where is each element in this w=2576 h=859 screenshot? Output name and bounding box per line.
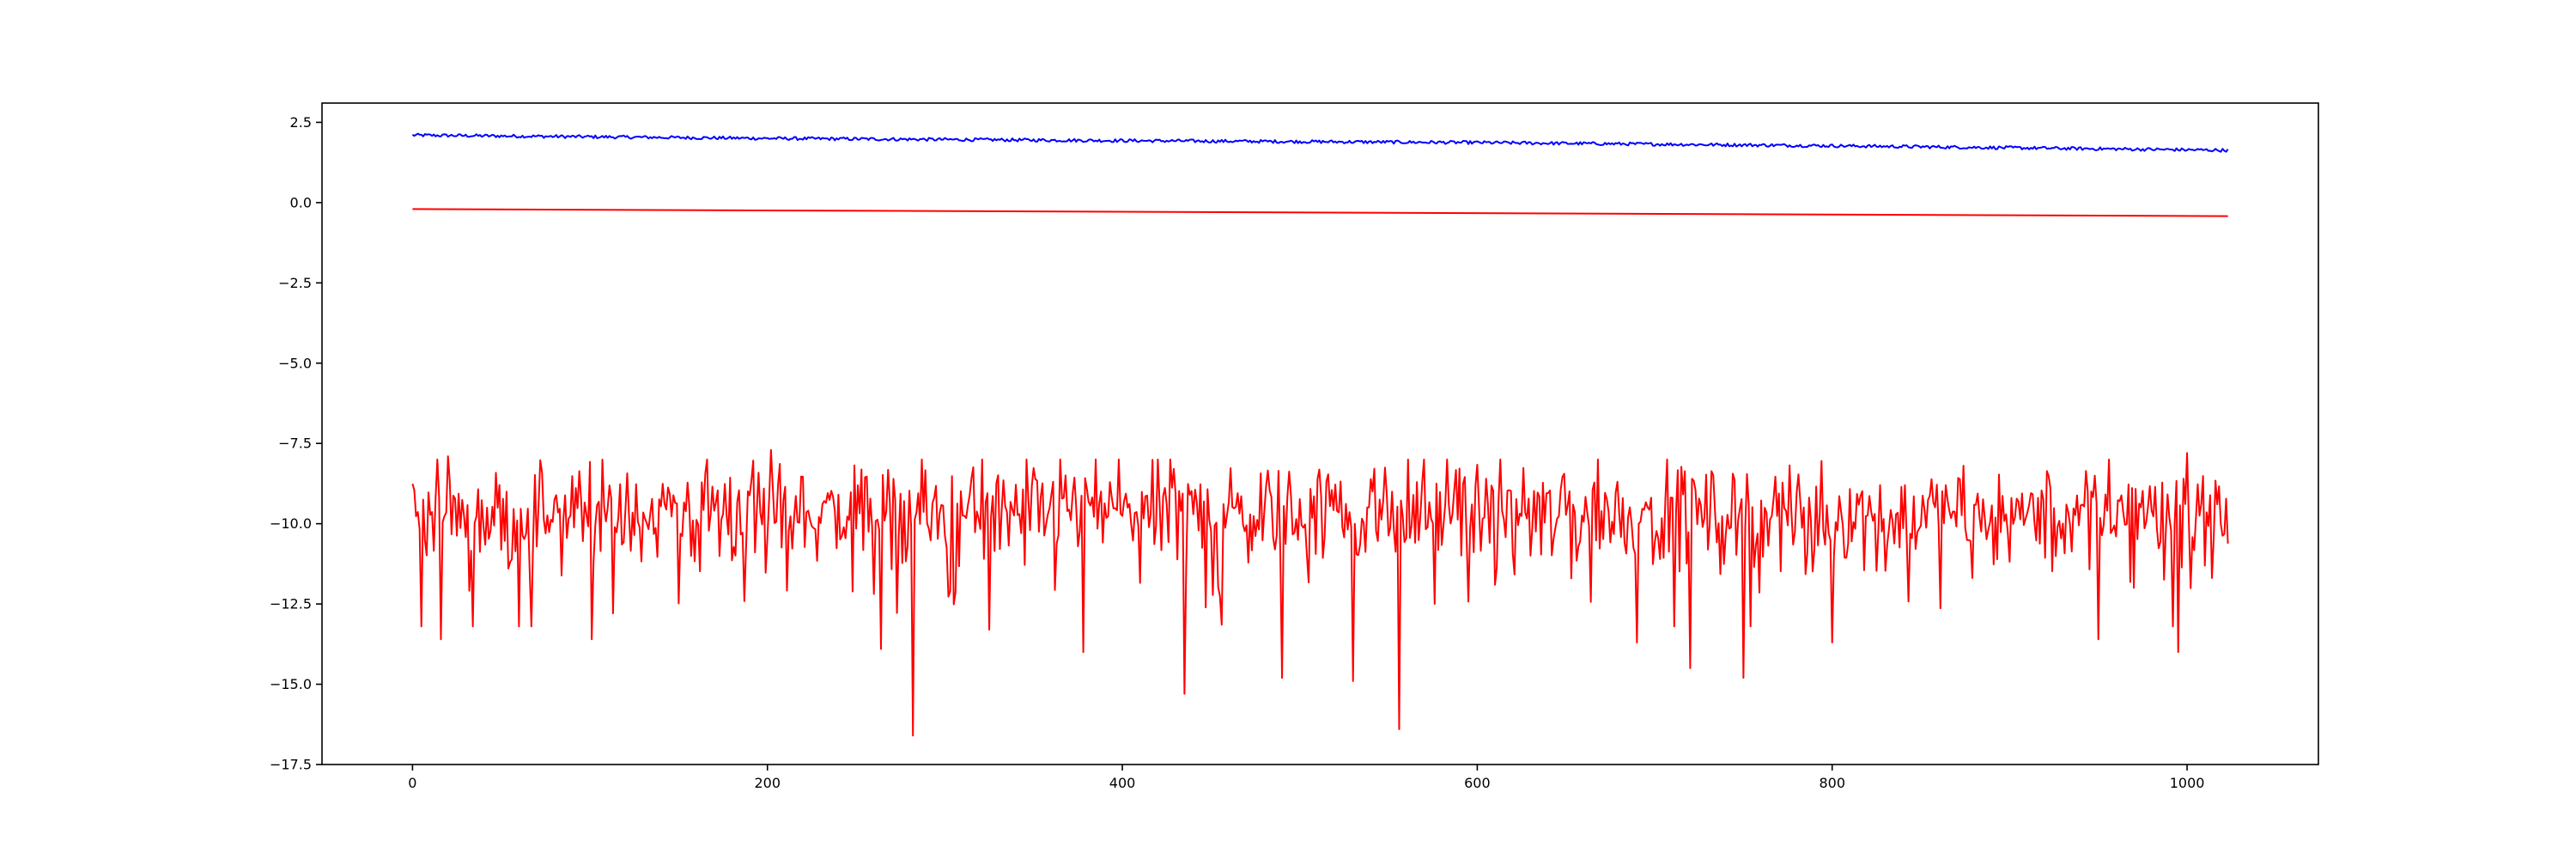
y-tick-label: 2.5	[290, 114, 312, 131]
y-tick-label: −10.0	[270, 515, 312, 532]
series-line-3	[411, 448, 2229, 737]
series-line-2	[412, 208, 2228, 217]
y-tick-label: −2.5	[278, 275, 312, 291]
x-tick-label: 800	[1819, 775, 1845, 791]
y-axis: 2.5 0.0 −2.5 −5.0 −7.5 −10.0 −12.5 −15.0 −17.5	[270, 114, 322, 773]
plot-frame	[321, 102, 2319, 765]
x-tick-label: 1000	[2170, 775, 2205, 791]
series-layer	[411, 132, 2229, 737]
y-tick-label: −17.5	[270, 757, 312, 773]
y-tick-label: −12.5	[270, 596, 312, 612]
y-tick-label: −5.0	[278, 355, 312, 371]
x-axis: 0 200 400 600 800 1000	[408, 765, 2204, 791]
series-line-1	[411, 132, 2229, 153]
y-tick-label: 0.0	[290, 194, 312, 210]
y-tick-label: −7.5	[278, 436, 312, 452]
x-tick-label: 200	[754, 775, 781, 791]
x-tick-label: 400	[1109, 775, 1136, 791]
x-tick-label: 0	[408, 775, 416, 791]
x-tick-label: 600	[1464, 775, 1491, 791]
y-tick-label: −15.0	[270, 676, 312, 692]
